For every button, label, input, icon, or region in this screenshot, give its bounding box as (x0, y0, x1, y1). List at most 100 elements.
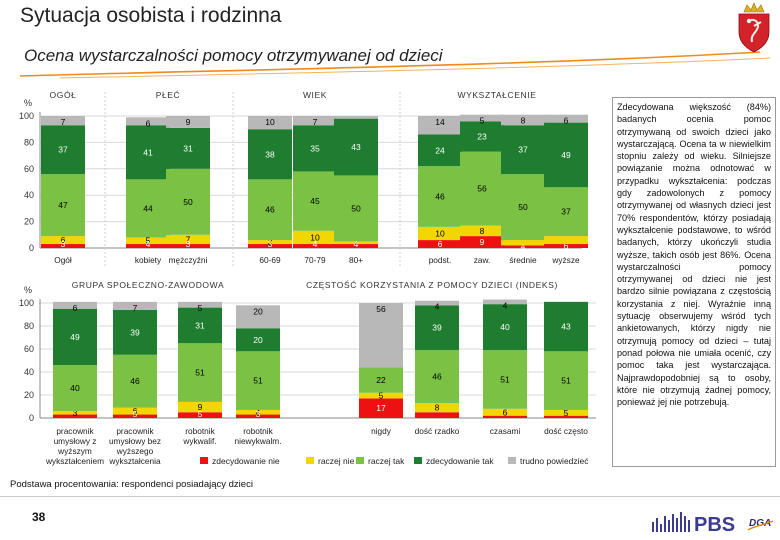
bar-segment (544, 187, 588, 237)
legend-swatch (508, 457, 516, 464)
bar-segment (41, 125, 85, 175)
x-tick-label: 70-79 (304, 255, 326, 265)
x-tick-label: dość rzadko (415, 426, 460, 436)
bar-segment (113, 354, 157, 408)
bar-segment (166, 234, 210, 245)
x-tick-label: 80+ (349, 255, 363, 265)
data-label: 46 (130, 376, 140, 386)
data-label: 6 (503, 407, 508, 417)
data-label: 4 (146, 239, 151, 249)
x-tick-label: umysłowy bez (109, 436, 161, 446)
x-tick-label: niewykwalm. (234, 436, 281, 446)
bar-segment (418, 166, 462, 227)
bar-segment (236, 328, 280, 352)
commentary-box: Zdecydowana większość (84%) badanych oce… (612, 97, 776, 467)
data-label: 49 (70, 332, 80, 342)
y-tick-label: 60 (24, 344, 34, 354)
data-label: 6 (564, 241, 569, 251)
bar-segment (248, 179, 292, 241)
bar-segment (126, 237, 170, 245)
data-label: 3 (268, 239, 273, 249)
bar-segment (178, 301, 222, 308)
legend-label: raczej nie (318, 456, 355, 466)
data-label: 6 (564, 116, 569, 126)
data-label: 2 (354, 238, 359, 248)
y-tick-label: 60 (24, 164, 34, 174)
data-label: 24 (435, 145, 445, 155)
data-label: 9 (186, 117, 191, 127)
group-header: OGÓŁ (50, 90, 77, 100)
data-label: 23 (477, 131, 487, 141)
warsaw-crest-icon (738, 2, 770, 53)
data-label: 5 (564, 408, 569, 418)
bar-segment (415, 403, 459, 413)
bar-segment (178, 401, 222, 413)
bar-segment (53, 301, 97, 309)
data-label: 7 (313, 117, 318, 127)
data-label: 43 (561, 322, 571, 332)
data-label: 46 (265, 205, 275, 215)
y-tick-label: 100 (19, 111, 34, 121)
x-tick-label: średnie (509, 255, 537, 265)
y-axis-label: % (24, 98, 32, 108)
bar-segment (415, 300, 459, 306)
percentage-base-note: Podstawa procentowania: respondenci posi… (10, 479, 253, 490)
x-tick-label: wyższe (551, 255, 580, 265)
bar-segment (178, 343, 222, 402)
data-label: 5 (480, 116, 485, 126)
data-label: 35 (310, 143, 320, 153)
data-label: 6 (146, 118, 151, 128)
x-tick-label: pracownik (56, 426, 94, 436)
data-label: 10 (265, 117, 275, 127)
x-tick-label: dość często (544, 426, 588, 436)
legend-label: trudno powiedzieć (520, 456, 589, 466)
y-axis-label: % (24, 285, 32, 295)
legend-swatch (306, 457, 314, 464)
bar-segment (359, 367, 403, 393)
group-header: WIEK (303, 90, 327, 100)
group-header: PŁEĆ (156, 90, 181, 100)
bar-segment (483, 350, 527, 409)
bar-segment (544, 301, 588, 352)
x-tick-label: wyższym (57, 446, 92, 456)
bar-segment (501, 240, 545, 246)
bar-segment (53, 365, 97, 412)
bar-segment (501, 174, 545, 241)
bar-segment (113, 414, 157, 418)
data-label: 47 (58, 200, 68, 210)
x-tick-label: Ogół (54, 255, 72, 265)
bar-segment (483, 408, 527, 416)
legend-swatch (414, 457, 422, 464)
x-tick-label: robotnik (185, 426, 215, 436)
x-tick-label: robotnik (243, 426, 273, 436)
x-tick-label: wykwalif. (182, 436, 216, 446)
bar-segment (359, 392, 403, 399)
pbs-logo-icon: PBS DGA (652, 512, 774, 536)
data-label: 51 (500, 374, 510, 384)
x-tick-label: nigdy (371, 426, 392, 436)
bar-segment (248, 116, 292, 130)
data-label: 5 (146, 236, 151, 246)
data-label: 49 (561, 150, 571, 160)
data-label: 50 (183, 197, 193, 207)
bar-segment (166, 168, 210, 235)
data-label: 5 (198, 409, 203, 419)
x-tick-label: pracownik (116, 426, 154, 436)
commentary-text: Zdecydowana większość (84%) badanych oce… (617, 102, 771, 408)
data-label: 39 (130, 327, 140, 337)
bar-segment (126, 117, 170, 126)
bar-segment (334, 241, 378, 245)
legend-label: zdecydowanie tak (426, 456, 494, 466)
x-tick-label: mężczyźni (169, 255, 208, 265)
bar-segment (178, 307, 222, 344)
data-label: 4 (256, 407, 261, 417)
page-title: Sytuacja osobista i rodzinna (20, 4, 282, 27)
bar-segment (178, 412, 222, 418)
bar-segment (460, 225, 504, 237)
data-label: 41 (143, 147, 153, 157)
bar-segment (415, 412, 459, 418)
data-label: 51 (561, 376, 571, 386)
data-label: 10 (310, 232, 320, 242)
data-label: 46 (432, 372, 442, 382)
y-tick-label: 100 (19, 298, 34, 308)
